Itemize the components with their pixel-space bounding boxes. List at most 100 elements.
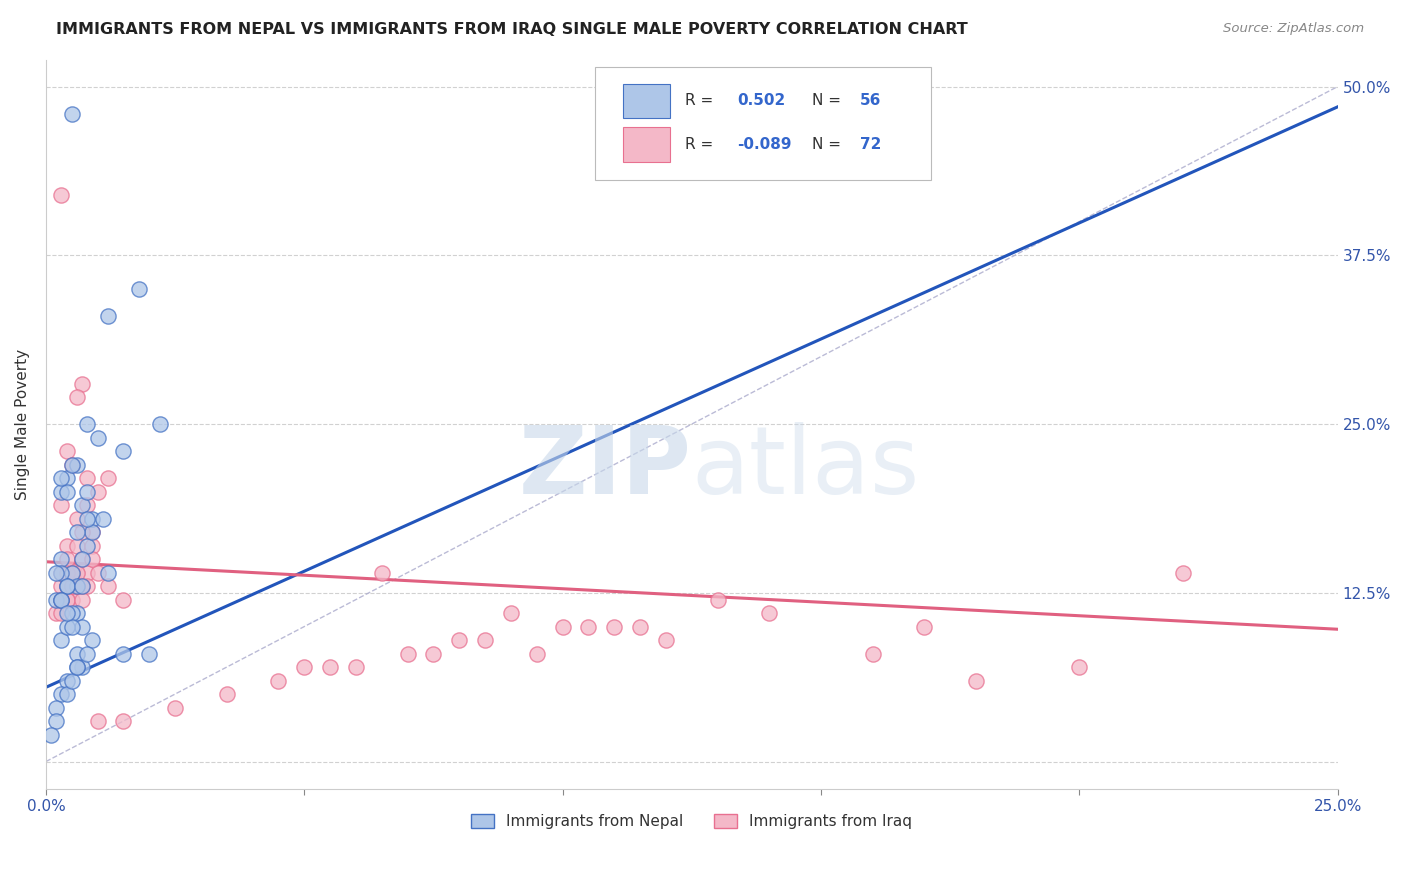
- Point: [862, 647, 884, 661]
- Point: [51, 566, 73, 580]
- Point: [138, 647, 160, 661]
- Point: [55, 579, 77, 593]
- Point: [526, 647, 548, 661]
- Point: [70, 579, 93, 593]
- Text: 72: 72: [859, 136, 882, 152]
- Point: [60, 566, 83, 580]
- Point: [76, 579, 98, 593]
- Point: [51, 592, 73, 607]
- Text: R =: R =: [685, 93, 714, 108]
- Text: N =: N =: [811, 136, 841, 152]
- Point: [70, 579, 93, 593]
- Point: [55, 592, 77, 607]
- Point: [66, 458, 89, 472]
- Point: [70, 552, 93, 566]
- Point: [60, 458, 83, 472]
- Legend: Immigrants from Nepal, Immigrants from Iraq: Immigrants from Nepal, Immigrants from I…: [465, 808, 918, 836]
- Point: [51, 633, 73, 648]
- Point: [1069, 660, 1091, 674]
- Point: [86, 431, 108, 445]
- Point: [215, 687, 238, 701]
- Point: [55, 673, 77, 688]
- Point: [60, 458, 83, 472]
- Point: [758, 606, 780, 620]
- Point: [60, 579, 83, 593]
- Point: [51, 687, 73, 701]
- Text: R =: R =: [685, 136, 714, 152]
- Point: [55, 552, 77, 566]
- Point: [97, 309, 120, 323]
- Point: [912, 619, 935, 633]
- Point: [55, 687, 77, 701]
- Point: [70, 592, 93, 607]
- Point: [66, 579, 89, 593]
- Point: [82, 539, 104, 553]
- Point: [91, 511, 114, 525]
- Point: [51, 606, 73, 620]
- Point: [422, 647, 444, 661]
- Point: [66, 524, 89, 539]
- Point: [66, 539, 89, 553]
- Point: [55, 592, 77, 607]
- Point: [55, 579, 77, 593]
- Point: [66, 390, 89, 404]
- Point: [60, 579, 83, 593]
- Point: [706, 592, 728, 607]
- Point: [86, 714, 108, 728]
- Point: [499, 606, 522, 620]
- Point: [112, 714, 135, 728]
- Point: [76, 498, 98, 512]
- Text: ZIP: ZIP: [519, 422, 692, 514]
- Point: [82, 524, 104, 539]
- Point: [45, 700, 67, 714]
- Point: [55, 619, 77, 633]
- Point: [70, 660, 93, 674]
- Point: [60, 566, 83, 580]
- Text: 56: 56: [859, 93, 882, 108]
- Point: [51, 566, 73, 580]
- Point: [82, 633, 104, 648]
- Point: [55, 606, 77, 620]
- Point: [55, 539, 77, 553]
- Point: [76, 417, 98, 431]
- Point: [149, 417, 172, 431]
- Point: [60, 106, 83, 120]
- Point: [551, 619, 574, 633]
- Text: -0.089: -0.089: [737, 136, 792, 152]
- Point: [70, 619, 93, 633]
- Point: [76, 511, 98, 525]
- Point: [965, 673, 987, 688]
- Point: [267, 673, 290, 688]
- Point: [449, 633, 471, 648]
- Point: [82, 552, 104, 566]
- Point: [371, 566, 394, 580]
- Point: [66, 647, 89, 661]
- Point: [97, 579, 120, 593]
- Point: [60, 673, 83, 688]
- FancyBboxPatch shape: [595, 67, 931, 180]
- Point: [66, 579, 89, 593]
- Point: [60, 566, 83, 580]
- Point: [578, 619, 600, 633]
- FancyBboxPatch shape: [623, 84, 669, 118]
- Point: [55, 444, 77, 458]
- Point: [45, 606, 67, 620]
- Point: [51, 484, 73, 499]
- FancyBboxPatch shape: [623, 128, 669, 161]
- Point: [292, 660, 315, 674]
- Point: [344, 660, 367, 674]
- Point: [66, 566, 89, 580]
- Point: [319, 660, 342, 674]
- Point: [66, 579, 89, 593]
- Point: [51, 498, 73, 512]
- Point: [112, 444, 135, 458]
- Point: [112, 592, 135, 607]
- Point: [45, 592, 67, 607]
- Point: [60, 619, 83, 633]
- Point: [70, 376, 93, 391]
- Point: [45, 566, 67, 580]
- Point: [165, 700, 187, 714]
- Point: [55, 566, 77, 580]
- Point: [60, 606, 83, 620]
- Text: Source: ZipAtlas.com: Source: ZipAtlas.com: [1223, 22, 1364, 36]
